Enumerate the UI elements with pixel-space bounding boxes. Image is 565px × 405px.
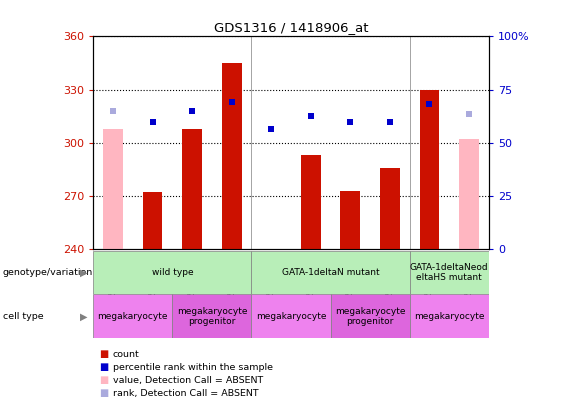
Text: ■: ■ <box>99 350 108 359</box>
Bar <box>103 129 123 249</box>
Text: wild type: wild type <box>151 268 193 277</box>
Bar <box>143 192 163 249</box>
Bar <box>331 294 410 338</box>
Bar <box>93 251 251 294</box>
Bar <box>93 294 172 338</box>
Bar <box>419 90 440 249</box>
Bar <box>301 155 321 249</box>
Text: megakaryocyte
progenitor: megakaryocyte progenitor <box>335 307 405 326</box>
Text: megakaryocyte
progenitor: megakaryocyte progenitor <box>177 307 247 326</box>
Text: megakaryocyte: megakaryocyte <box>98 312 168 321</box>
Text: GATA-1deltaNeod
eltaHS mutant: GATA-1deltaNeod eltaHS mutant <box>410 263 489 282</box>
Text: rank, Detection Call = ABSENT: rank, Detection Call = ABSENT <box>113 389 259 398</box>
Bar <box>251 251 410 294</box>
Bar <box>459 139 479 249</box>
Text: cell type: cell type <box>3 312 44 321</box>
Bar <box>182 129 202 249</box>
Text: GATA-1deltaN mutant: GATA-1deltaN mutant <box>282 268 379 277</box>
Bar <box>222 63 242 249</box>
Bar <box>410 251 489 294</box>
Bar <box>410 294 489 338</box>
Text: genotype/variation: genotype/variation <box>3 268 93 277</box>
Title: GDS1316 / 1418906_at: GDS1316 / 1418906_at <box>214 21 368 34</box>
Text: percentile rank within the sample: percentile rank within the sample <box>113 363 273 372</box>
Bar <box>172 294 251 338</box>
Bar <box>251 294 331 338</box>
Text: count: count <box>113 350 140 359</box>
Text: value, Detection Call = ABSENT: value, Detection Call = ABSENT <box>113 376 263 385</box>
Text: ▶: ▶ <box>80 311 88 321</box>
Text: megakaryocyte: megakaryocyte <box>256 312 326 321</box>
Text: ■: ■ <box>99 362 108 372</box>
Text: ■: ■ <box>99 375 108 385</box>
Bar <box>380 168 400 249</box>
Text: ■: ■ <box>99 388 108 398</box>
Text: megakaryocyte: megakaryocyte <box>414 312 484 321</box>
Text: ▶: ▶ <box>80 267 88 277</box>
Bar <box>340 191 360 249</box>
